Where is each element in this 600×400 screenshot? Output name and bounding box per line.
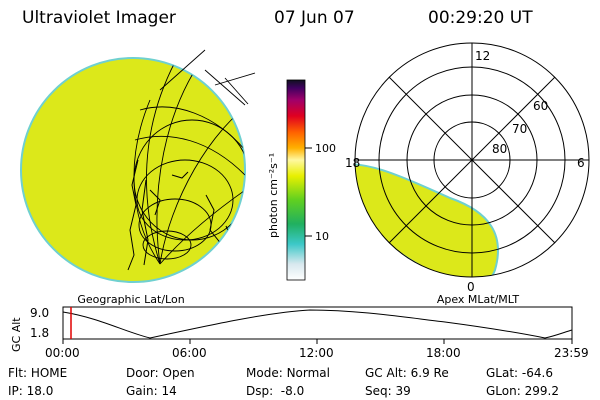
mlat-label-60: 60 — [533, 99, 548, 113]
status-glon: GLon: 299.2 — [486, 384, 559, 398]
right-panel-caption: Apex MLat/MLT — [437, 293, 520, 306]
status-door: Door: Open — [126, 366, 195, 380]
colorbar-tick-label-10: 10 — [315, 230, 329, 243]
time-tick-0000: 00:00 — [45, 346, 80, 360]
altitude-plot-frame — [62, 306, 573, 340]
status-ip: IP: 18.0 — [8, 384, 54, 398]
colorbar-scale — [286, 79, 306, 281]
altitude-curve — [62, 309, 573, 339]
date-label: 07 Jun 07 — [274, 8, 355, 28]
altitude-timeline — [62, 306, 573, 344]
altitude-ylabel: GC Alt — [10, 317, 23, 352]
apex-polar-plot: 12 6 0 18 80 70 60 — [345, 42, 590, 294]
time-label: 00:29:20 UT — [428, 8, 533, 28]
status-gc-alt: GC Alt: 6.9 Re — [365, 366, 449, 380]
mlt-label-18: 18 — [345, 156, 360, 170]
left-panel-caption: Geographic Lat/Lon — [77, 293, 184, 306]
geographic-image — [20, 49, 256, 283]
time-tick-1800: 18:00 — [426, 346, 461, 360]
colorbar-tick-label-100: 100 — [315, 142, 336, 155]
status-seq: Seq: 39 — [365, 384, 411, 398]
status-dsp: Dsp: -8.0 — [246, 384, 305, 398]
altitude-ytick-min: 1.8 — [30, 326, 50, 340]
mlt-label-0: 0 — [467, 280, 475, 294]
mlt-label-6: 6 — [577, 156, 585, 170]
mlat-label-70: 70 — [512, 122, 527, 136]
colorbar: 100 10 photon cm⁻²s⁻¹ — [267, 79, 336, 281]
mlt-line-diag-2 — [388, 76, 556, 244]
altitude-ytick-max: 9.0 — [30, 306, 50, 320]
image-disk — [20, 57, 246, 283]
time-tick-0600: 06:00 — [172, 346, 207, 360]
status-flight: Flt: HOME — [8, 366, 68, 380]
time-tick-2359: 23:59 — [554, 346, 589, 360]
status-gain: Gain: 14 — [126, 384, 177, 398]
instrument-title: Ultraviolet Imager — [22, 8, 176, 28]
mlt-label-12: 12 — [475, 49, 490, 63]
colorbar-unit-label: photon cm⁻²s⁻¹ — [267, 153, 280, 238]
polar-grid — [354, 42, 590, 278]
mlat-label-80: 80 — [492, 142, 507, 156]
status-mode: Mode: Normal — [246, 366, 330, 380]
status-glat: GLat: -64.6 — [486, 366, 553, 380]
time-tick-1200: 12:00 — [299, 346, 334, 360]
